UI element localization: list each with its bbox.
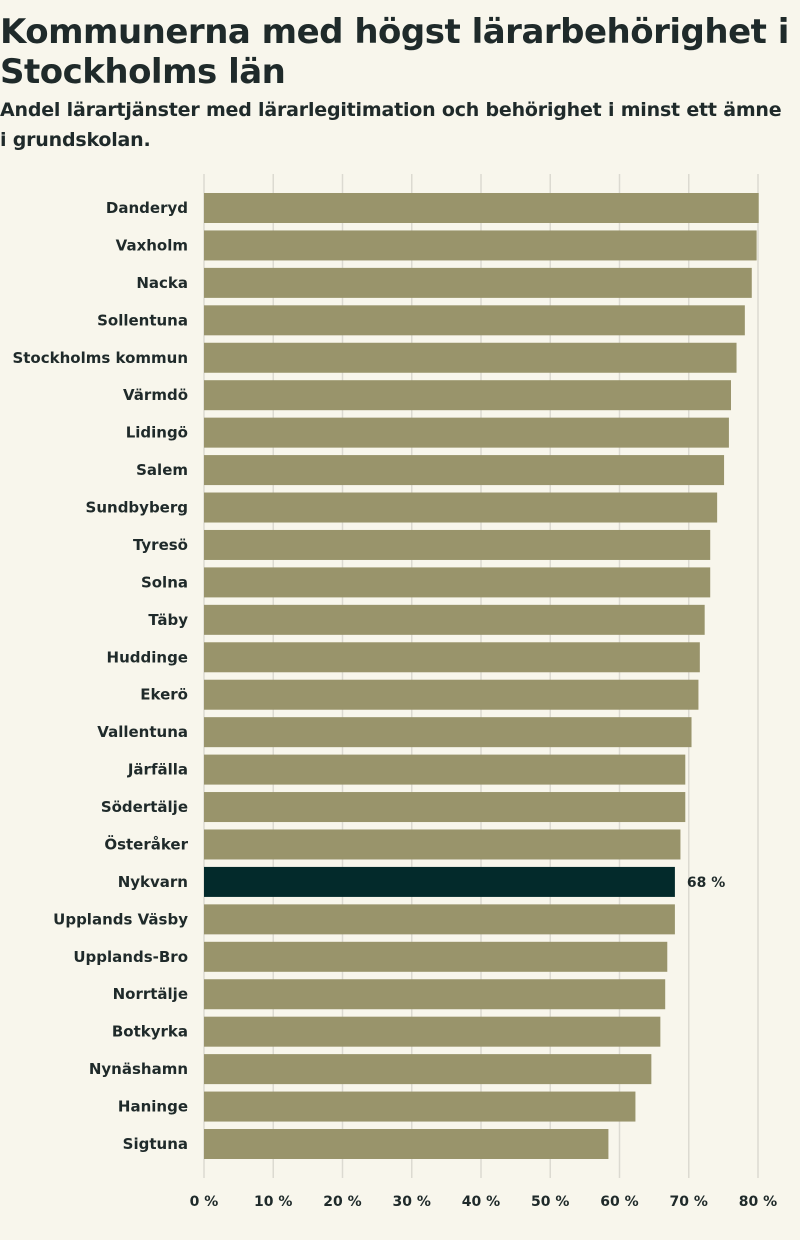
category-label: Nykvarn: [118, 873, 188, 891]
bar-sigtuna: [204, 1129, 609, 1159]
category-label: Lidingö: [126, 424, 188, 442]
x-tick-label: 30 %: [393, 1194, 431, 1210]
category-labels: Danderyd Vaxholm Nacka Sollentuna Stockholms…: [12, 199, 188, 1153]
category-label: Salem: [136, 461, 188, 479]
chart-title: Kommunerna med högst lärarbehörighet i S…: [0, 12, 789, 92]
category-label: Sundbyberg: [86, 499, 188, 517]
chart-subtitle: Andel lärartjänster med lärarlegitimatio…: [0, 99, 782, 151]
bar-vallentuna: [204, 717, 692, 748]
bar-sundbyberg: [204, 492, 718, 523]
bar-södertälje: [204, 792, 686, 823]
bar-botkyrka: [204, 1016, 661, 1047]
category-label: Botkyrka: [112, 1023, 188, 1041]
category-label: Södertälje: [101, 798, 188, 816]
x-tick-label: 40 %: [462, 1194, 500, 1210]
bar-haninge: [204, 1091, 636, 1122]
x-axis-ticks: 0 % 10 % 20 % 30 % 40 % 50 % 60 % 70 % 80 %: [190, 1194, 778, 1210]
bar-upplands-väsby: [204, 904, 675, 935]
bar-huddinge: [204, 642, 700, 673]
bar-ekerö: [204, 679, 699, 710]
category-label: Nacka: [136, 274, 188, 292]
bar-järfälla: [204, 754, 686, 785]
bar-nynäshamn: [204, 1054, 652, 1085]
bar-sollentuna: [204, 305, 745, 336]
bar-norrtälje: [204, 979, 666, 1010]
category-label: Vallentuna: [97, 723, 188, 741]
category-label: Stockholms kommun: [12, 349, 188, 367]
category-label: Värmdö: [123, 386, 188, 404]
bars: [204, 193, 759, 1159]
bar-upplands-bro: [204, 941, 668, 972]
category-label: Huddinge: [107, 648, 188, 666]
grid-lines: [203, 174, 759, 1178]
category-label: Upplands Väsby: [53, 910, 188, 928]
bar-stockholms-kommun: [204, 342, 737, 373]
bar-täby: [204, 604, 705, 635]
category-label: Vaxholm: [116, 236, 188, 254]
x-tick-label: 20 %: [323, 1194, 361, 1210]
value-labels: 68 %: [687, 875, 725, 891]
bar-lidingö: [204, 417, 729, 448]
bar-tyresö: [204, 529, 711, 560]
category-label: Sollentuna: [97, 311, 188, 329]
category-label: Sigtuna: [123, 1135, 188, 1153]
bar-värmdö: [204, 380, 731, 411]
category-label: Ekerö: [140, 686, 188, 704]
highlight-value-label: 68 %: [687, 875, 725, 891]
category-label: Upplands-Bro: [73, 948, 188, 966]
bar-salem: [204, 455, 725, 486]
bar-nacka: [204, 267, 752, 298]
category-label: Järfälla: [127, 761, 188, 779]
bar-danderyd: [204, 193, 759, 223]
bar-vaxholm: [204, 230, 757, 261]
x-tick-label: 50 %: [531, 1194, 569, 1210]
category-label: Norrtälje: [113, 985, 188, 1003]
x-tick-label: 60 %: [600, 1194, 638, 1210]
bar-solna: [204, 567, 711, 598]
category-label: Österåker: [104, 834, 188, 853]
category-label: Tyresö: [133, 536, 188, 554]
category-label: Haninge: [118, 1098, 188, 1116]
bar-österåker: [204, 829, 681, 860]
x-tick-label: 70 %: [670, 1194, 708, 1210]
category-label: Täby: [148, 611, 188, 629]
category-label: Danderyd: [106, 199, 188, 217]
x-tick-label: 0 %: [190, 1194, 219, 1210]
x-tick-label: 80 %: [739, 1194, 777, 1210]
bar-nykvarn: [204, 866, 675, 897]
x-tick-label: 10 %: [254, 1194, 292, 1210]
category-label: Nynäshamn: [89, 1060, 188, 1078]
category-label: Solna: [141, 573, 188, 591]
